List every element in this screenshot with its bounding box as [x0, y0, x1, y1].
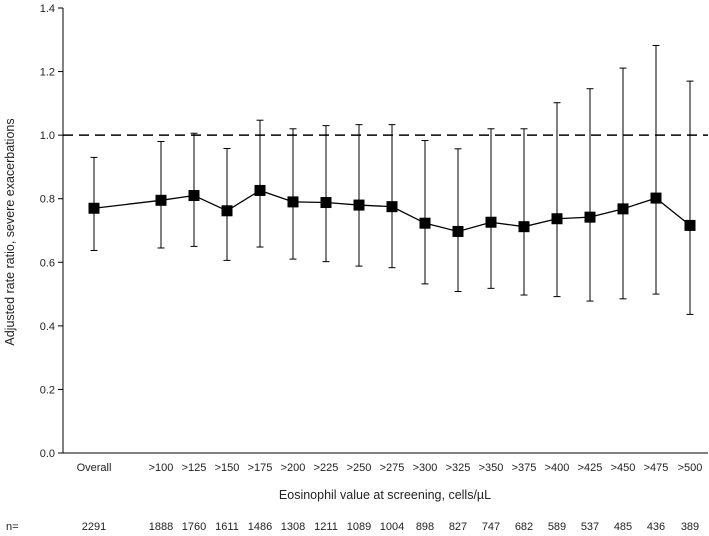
x-tick-label: >150: [215, 462, 240, 474]
y-axis-label: Adjusted rate ratio, severe exacerbation…: [3, 118, 17, 345]
data-point: [650, 192, 662, 204]
data-point: [452, 225, 464, 237]
x-tick-label: >450: [611, 462, 636, 474]
data-point: [485, 216, 497, 228]
data-point: [254, 184, 266, 196]
x-tick-label: >125: [182, 462, 207, 474]
data-point: [320, 197, 332, 209]
n-value: 898: [416, 521, 434, 533]
n-value: 389: [681, 521, 699, 533]
x-tick-label: Overall: [77, 462, 112, 474]
n-value: 1089: [347, 521, 371, 533]
y-tick-label: 0.0: [40, 448, 55, 460]
x-tick-label: >500: [678, 462, 703, 474]
x-tick-label: >300: [413, 462, 438, 474]
data-point: [684, 219, 696, 231]
n-value: 682: [515, 521, 533, 533]
data-point: [551, 213, 563, 225]
n-value: 1486: [248, 521, 272, 533]
x-tick-label: >375: [512, 462, 537, 474]
n-value: 747: [482, 521, 500, 533]
n-value: 436: [647, 521, 665, 533]
data-point: [188, 190, 200, 202]
data-point: [419, 217, 431, 229]
x-axis-label: Eosinophil value at screening, cells/µL: [279, 488, 491, 502]
x-tick-label: >175: [248, 462, 273, 474]
y-tick-label: 1.0: [40, 130, 55, 142]
y-tick-label: 1.4: [40, 3, 55, 15]
n-value: 1211: [314, 521, 338, 533]
n-value: 589: [548, 521, 566, 533]
y-tick-label: 1.2: [40, 67, 55, 79]
data-point: [386, 201, 398, 213]
x-tick-label: >325: [446, 462, 471, 474]
data-point: [155, 194, 167, 206]
n-value: 2291: [82, 521, 106, 533]
x-tick-label: >425: [578, 462, 603, 474]
n-value: 485: [614, 521, 632, 533]
data-point: [287, 196, 299, 208]
data-point: [88, 202, 100, 214]
y-tick-label: 0.8: [40, 194, 55, 206]
data-point: [518, 221, 530, 233]
data-point: [353, 199, 365, 211]
n-value: 537: [581, 521, 599, 533]
data-point: [584, 211, 596, 223]
n-value: 1611: [215, 521, 239, 533]
x-tick-label: >475: [644, 462, 669, 474]
x-tick-label: >275: [380, 462, 405, 474]
y-tick-label: 0.4: [40, 321, 55, 333]
n-value: 1760: [182, 521, 206, 533]
y-tick-label: 0.2: [40, 384, 55, 396]
x-tick-label: >225: [314, 462, 339, 474]
data-point: [221, 205, 233, 217]
n-value: 1308: [281, 521, 305, 533]
n-label: n=: [6, 521, 19, 533]
x-tick-label: >250: [347, 462, 372, 474]
n-value: 827: [449, 521, 467, 533]
n-value: 1004: [380, 521, 404, 533]
x-tick-label: >400: [545, 462, 570, 474]
data-point: [617, 203, 629, 215]
x-tick-label: >100: [149, 462, 174, 474]
x-tick-label: >350: [479, 462, 504, 474]
x-tick-label: >200: [281, 462, 306, 474]
n-value: 1888: [149, 521, 173, 533]
y-tick-label: 0.6: [40, 257, 55, 269]
